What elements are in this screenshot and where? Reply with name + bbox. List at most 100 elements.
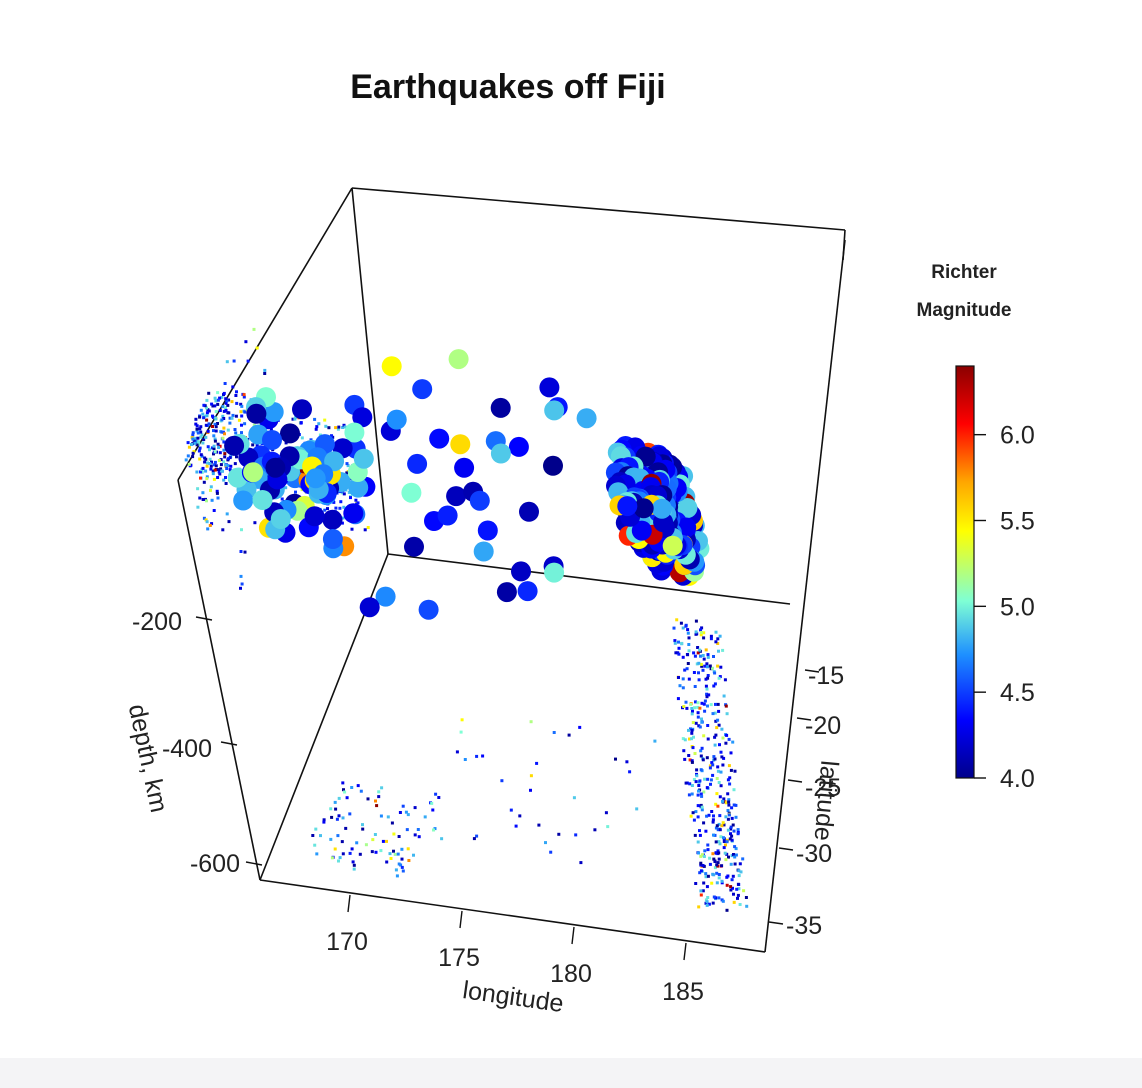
floor-point [333,800,337,804]
floor-point [356,784,360,788]
floor-point [726,817,730,821]
floor-point [686,631,690,635]
floor-point [537,823,541,827]
floor-point [702,855,706,858]
floor-point [693,685,697,688]
floor-point [673,639,677,643]
wall-point [192,439,196,443]
floor-point [529,774,533,778]
floor-point [723,678,727,682]
floor-point [709,634,713,638]
floor-point [715,792,719,796]
wall-point [201,441,205,445]
floor-point [716,637,720,641]
floor-point [711,872,715,876]
floor-point [413,806,417,810]
floor-point [724,704,728,708]
floor-point [699,869,703,873]
wall-point [209,485,213,489]
floor-point [704,677,708,681]
z-tick-600: -600 [190,850,240,878]
wall-point [224,397,228,401]
wall-point [194,422,198,426]
wall-point [313,417,317,421]
floor-point [388,852,392,856]
wall-point [207,422,211,426]
floor-point [722,823,726,827]
wall-point [246,359,250,363]
floor-point [729,751,733,755]
floor-point [725,801,728,805]
floor-point [704,648,708,652]
floor-point [701,758,705,762]
data-point [401,482,422,503]
floor-point [674,651,678,655]
floor-point [714,630,718,634]
floor-point [717,676,721,680]
floor-point [698,833,702,837]
wall-point [216,496,220,500]
floor-point [727,813,731,817]
floor-point [721,899,725,903]
floor-point [397,835,401,838]
wall-point [222,426,226,430]
wall-point [242,395,246,399]
floor-point [717,851,721,855]
floor-point [718,842,722,846]
wall-point [263,368,267,372]
floor-point [337,796,341,800]
wall-point [239,550,243,553]
colorbar-tick-label: 5.0 [1000,593,1035,621]
wall-point [207,391,211,395]
floor-point [699,792,703,796]
floor-point [711,666,714,670]
floor-point [329,837,333,841]
data-point [544,400,565,421]
floor-point [460,718,464,722]
floor-point [700,746,704,750]
wall-point [342,505,346,509]
floor-point [720,727,724,731]
floor-point [406,813,410,817]
wall-point [205,475,209,479]
floor-point [708,856,712,860]
wall-point [334,506,338,510]
floor-point [361,823,364,827]
floor-point [706,896,710,899]
floor-point [730,834,734,838]
floor-point [678,684,682,688]
floor-point [721,821,725,825]
wall-point [223,432,226,436]
floor-point [687,677,691,681]
data-point [375,586,396,607]
floor-point [696,646,700,649]
wall-point [198,446,202,450]
wall-point [208,448,211,452]
wall-point [222,448,226,452]
floor-point [685,706,689,710]
wall-point [206,445,210,449]
wall-point [198,496,202,500]
floor-point [690,759,694,763]
floor-point [698,779,702,783]
wall-point [187,462,191,466]
wall-point [239,586,242,590]
x-tick-170: 170 [326,928,368,956]
floor-point [398,811,402,814]
floor-point [712,684,716,688]
floor-point [696,840,700,844]
floor-point [338,856,342,860]
floor-point [734,847,738,851]
wall-point [203,460,207,464]
floor-point [529,788,532,792]
floor-point [729,888,733,892]
floor-point [721,763,725,767]
floor-point [687,793,691,797]
floor-point [724,843,727,847]
floor-point [702,702,706,706]
floor-point [705,662,709,666]
floor-point [396,852,400,856]
wall-point [229,464,233,468]
wall-point [222,409,226,413]
floor-point [697,678,701,682]
